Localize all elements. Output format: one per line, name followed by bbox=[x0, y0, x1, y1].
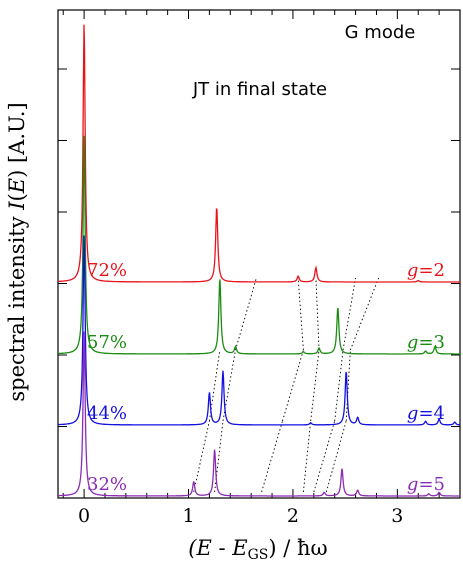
guide-line bbox=[325, 420, 347, 493]
y-axis-title: spectral intensity I(E) [A.U.] bbox=[5, 102, 29, 401]
percent-label: 57% bbox=[87, 332, 127, 353]
x-tick-label: 1 bbox=[182, 505, 194, 527]
annotation-jt: JT in final state bbox=[192, 79, 327, 100]
series-labels: 72% g=2 57% g=3 44% g=4 32% g=5 bbox=[87, 260, 445, 495]
guide-line bbox=[235, 277, 257, 351]
percent-label: 72% bbox=[87, 260, 127, 281]
annotation-mode: G mode bbox=[345, 22, 416, 43]
guide-line bbox=[282, 349, 304, 422]
g-label: g=4 bbox=[407, 403, 445, 424]
guide-line bbox=[315, 277, 320, 351]
guide-line bbox=[349, 277, 379, 351]
series-line-g2 bbox=[58, 24, 460, 283]
g-label: g=2 bbox=[407, 260, 445, 281]
series-line-g5 bbox=[58, 331, 460, 497]
series-line-g4 bbox=[57, 235, 460, 426]
guide-line bbox=[313, 420, 336, 493]
guide-line bbox=[310, 349, 320, 422]
guide-line bbox=[297, 277, 304, 351]
guide-line bbox=[302, 420, 312, 493]
x-tick-label: 2 bbox=[287, 505, 299, 527]
plot-frame bbox=[57, 9, 461, 499]
guide-line bbox=[334, 349, 344, 422]
x-tick-label: 0 bbox=[78, 505, 90, 527]
x-tick-label: 3 bbox=[391, 505, 403, 527]
guide-line bbox=[261, 420, 283, 493]
series-line-g3 bbox=[58, 135, 460, 355]
g-label: g=3 bbox=[407, 332, 445, 353]
percent-label: 44% bbox=[87, 403, 127, 424]
series-layer bbox=[57, 24, 460, 497]
g-label: g=5 bbox=[407, 474, 445, 495]
guide-line bbox=[193, 420, 210, 493]
x-axis-title: (E - EGS) / ħω bbox=[188, 536, 327, 563]
percent-label: 32% bbox=[87, 474, 127, 495]
guide-line bbox=[342, 277, 357, 351]
